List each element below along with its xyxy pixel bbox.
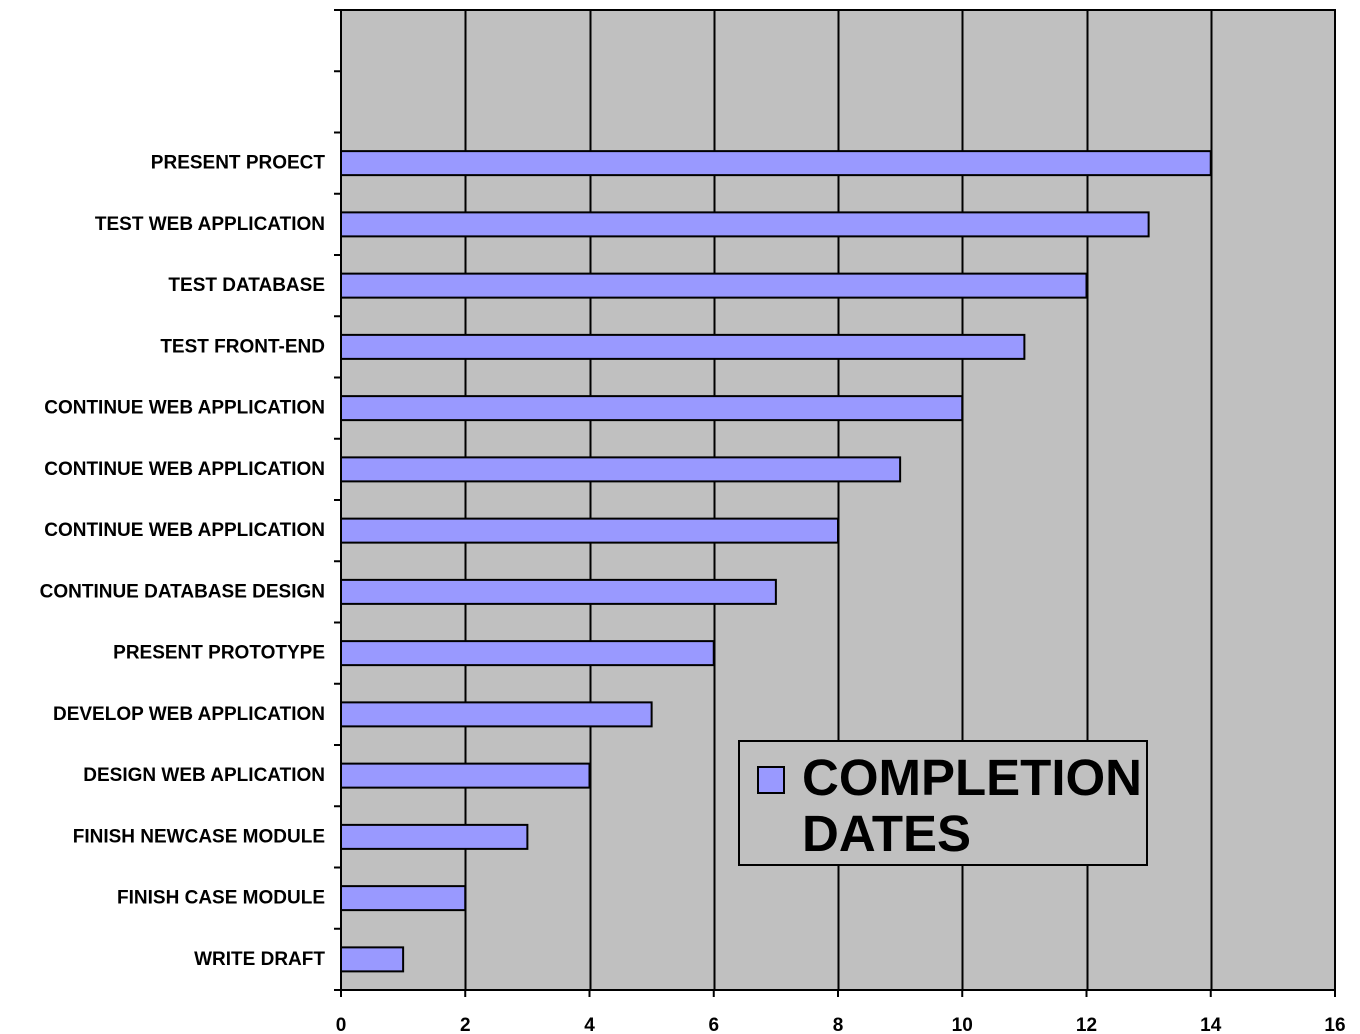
- x-tick-label: 6: [708, 1015, 719, 1034]
- category-label: FINISH NEWCASE MODULE: [73, 826, 325, 847]
- bar: [340, 701, 653, 728]
- x-tick-label: 10: [952, 1015, 973, 1034]
- x-tick-label: 2: [460, 1015, 471, 1034]
- bar: [340, 211, 1150, 238]
- category-label: TEST DATABASE: [168, 275, 325, 296]
- category-label: DESIGN WEB APLICATION: [83, 765, 325, 786]
- bar: [340, 640, 715, 667]
- bar: [340, 578, 777, 605]
- x-tick-label: 16: [1324, 1015, 1345, 1034]
- x-tick-label: 4: [584, 1015, 595, 1034]
- category-label: CONTINUE WEB APPLICATION: [44, 398, 325, 419]
- x-tick-labels: 0 2 4 6 8 10 12 14 16: [336, 1015, 1346, 1034]
- category-labels: WRITE DRAFT FINISH CASE MODULE FINISH NEWC…: [40, 153, 326, 970]
- bar: [340, 150, 1212, 177]
- x-tick-label: 14: [1200, 1015, 1222, 1034]
- bars: [340, 150, 1212, 973]
- bar: [340, 456, 902, 483]
- category-label: DEVELOP WEB APPLICATION: [53, 704, 325, 725]
- bar: [340, 333, 1026, 360]
- bar: [340, 885, 467, 912]
- bar: [340, 946, 405, 973]
- category-label: TEST WEB APPLICATION: [95, 214, 325, 235]
- x-tick-label: 0: [336, 1015, 347, 1034]
- bar: [340, 762, 591, 789]
- category-label: PRESENT PROECT: [151, 153, 326, 174]
- category-label: CONTINUE DATABASE DESIGN: [40, 581, 325, 602]
- x-tick-label: 8: [833, 1015, 844, 1034]
- bar: [340, 272, 1088, 299]
- bar: [340, 395, 964, 422]
- axes: [334, 9, 1336, 997]
- x-tick-label: 12: [1076, 1015, 1097, 1034]
- category-label: PRESENT PROTOTYPE: [113, 643, 325, 664]
- legend-label: COMPLETION DATES: [802, 749, 1142, 862]
- bar: [340, 517, 839, 544]
- category-label: FINISH CASE MODULE: [117, 888, 325, 909]
- category-label: CONTINUE WEB APPLICATION: [44, 459, 325, 480]
- category-label: TEST FRONT-END: [160, 336, 325, 357]
- legend-swatch: [757, 766, 785, 794]
- category-label: WRITE DRAFT: [194, 949, 325, 970]
- legend: COMPLETION DATES: [738, 740, 1148, 866]
- bar: [340, 823, 529, 850]
- category-label: CONTINUE WEB APPLICATION: [44, 520, 325, 541]
